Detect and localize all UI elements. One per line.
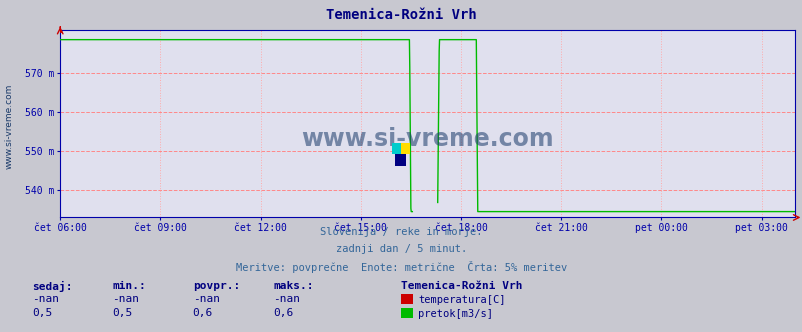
Text: 0,5: 0,5 [32,308,52,318]
Text: zadnji dan / 5 minut.: zadnji dan / 5 minut. [335,244,467,254]
Text: Temenica-Rožni Vrh: Temenica-Rožni Vrh [326,8,476,22]
Text: sedaj:: sedaj: [32,281,72,291]
Text: povpr.:: povpr.: [192,281,240,290]
Text: Temenica-Rožni Vrh: Temenica-Rožni Vrh [401,281,522,290]
Text: 0,5: 0,5 [112,308,132,318]
Text: Meritve: povprečne  Enote: metrične  Črta: 5% meritev: Meritve: povprečne Enote: metrične Črta:… [236,261,566,273]
Text: www.si-vreme.com: www.si-vreme.com [301,127,553,151]
Text: maks.:: maks.: [273,281,313,290]
Text: -nan: -nan [112,294,140,304]
Text: -nan: -nan [192,294,220,304]
Text: temperatura[C]: temperatura[C] [418,295,505,305]
Text: -nan: -nan [273,294,300,304]
Text: min.:: min.: [112,281,146,290]
Text: Slovenija / reke in morje.: Slovenija / reke in morje. [320,227,482,237]
Text: -nan: -nan [32,294,59,304]
Text: 0,6: 0,6 [192,308,213,318]
Text: 0,6: 0,6 [273,308,293,318]
Text: pretok[m3/s]: pretok[m3/s] [418,309,492,319]
Text: www.si-vreme.com: www.si-vreme.com [4,83,14,169]
